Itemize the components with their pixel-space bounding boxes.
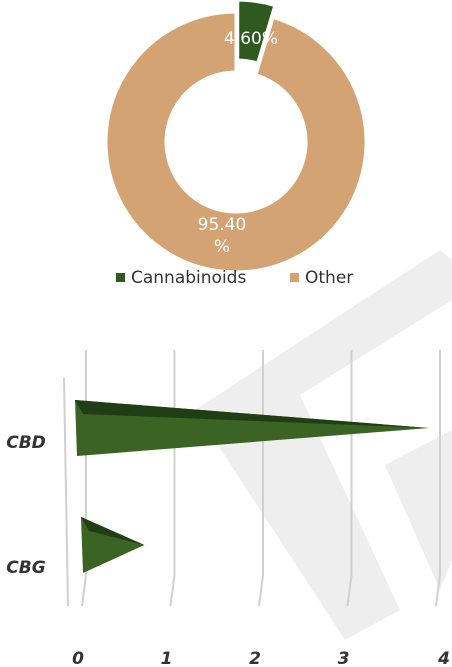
donut-chart: 4.60% 95.40% [104,0,368,274]
bar-chart-category-labels: CBD CBG [6,433,46,578]
x-tick-label-0: 0 [72,649,84,667]
legend-swatch-other [290,273,299,282]
x-tick-label-2: 2 [249,649,261,667]
donut-legend: Cannabinoids Other [116,268,353,288]
bar-cbd [75,400,430,456]
bar-cbg [81,517,145,573]
category-label-cbg: CBG [6,558,45,578]
bar-chart-bars [75,400,430,573]
legend-label-other: Other [305,268,353,288]
donut-slice-cannabinoids [236,0,277,65]
legend-item-cannabinoids: Cannabinoids [116,268,246,288]
legend-label-cannabinoids: Cannabinoids [131,268,246,288]
gridline-1 [169,350,176,607]
bar-cbg-shade [81,517,145,545]
watermark-shape-1 [195,250,452,640]
bar-cbd-shade [75,400,430,428]
gridline-4 [435,350,441,607]
legend-item-other: Other [290,268,353,288]
bar-chart-tick-labels: 0 1 2 3 4 [72,649,450,667]
donut-slice-other [104,10,368,274]
axis-wall-line [63,377,69,607]
watermark-shape-2 [385,430,452,590]
donut-data-label-cannabinoids: 4.60% [224,29,278,49]
x-tick-label-4: 4 [437,649,450,667]
category-label-cbd: CBD [6,433,46,453]
donut-data-label-other: 95.40% [198,215,247,257]
x-tick-label-1: 1 [161,649,173,667]
x-tick-label-3: 3 [338,649,350,667]
legend-swatch-cannabinoids [116,273,125,282]
watermark [195,250,452,640]
